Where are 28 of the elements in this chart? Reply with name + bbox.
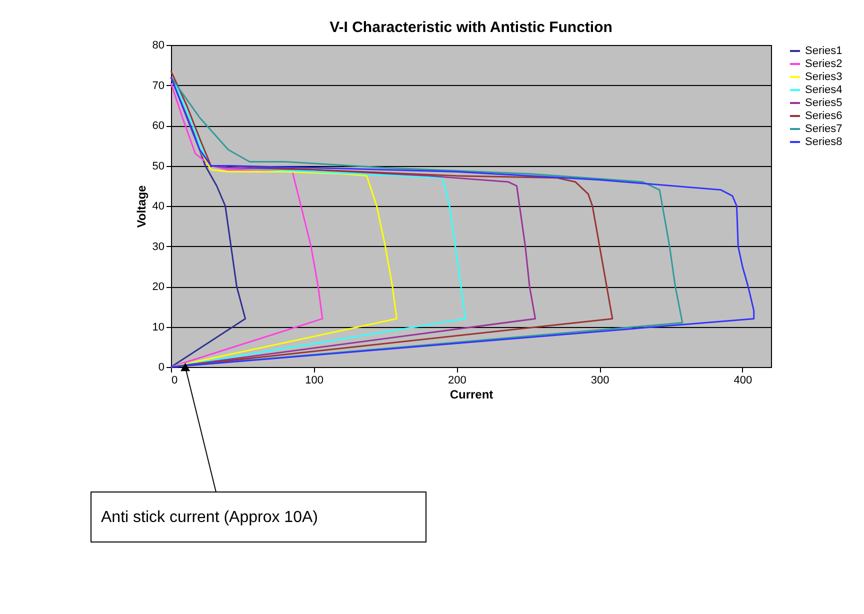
legend-label: Series3 (805, 71, 842, 83)
y-tick-label: 70 (152, 80, 164, 92)
line-series (170, 70, 614, 368)
legend-label: Series8 (805, 136, 842, 148)
y-tick-label: 80 (152, 40, 164, 52)
y-tick-label: 10 (152, 321, 164, 334)
x-axis-title: Current (450, 388, 494, 402)
x-tick-label: 200 (448, 374, 466, 386)
x-tick-label: 100 (305, 374, 324, 386)
y-tick-label: 50 (152, 160, 164, 172)
chart-title: V-I Characteristic with Antistic Function (330, 19, 612, 36)
legend-label: Series2 (805, 58, 842, 70)
x-tick-label: 300 (590, 374, 610, 386)
legend-label: Series5 (805, 97, 842, 109)
legend-label: Series6 (805, 110, 842, 122)
legend-label: Series4 (805, 84, 842, 96)
y-tick-label: 0 (158, 362, 164, 374)
annotation: Anti stick current (Approx 10A) (101, 509, 318, 526)
x-tick-label: 400 (734, 374, 752, 386)
y-tick-label: 60 (152, 120, 164, 132)
y-tick-label: 20 (152, 281, 164, 293)
legend-label: Series1 (805, 45, 842, 57)
x-tick-label: 0 (172, 374, 178, 386)
line-series (170, 82, 324, 368)
y-tick-label: 40 (152, 200, 164, 212)
y-axis-title: Voltage (134, 184, 148, 228)
legend-label: Series7 (805, 123, 842, 135)
y-tick-label: 30 (152, 240, 164, 253)
